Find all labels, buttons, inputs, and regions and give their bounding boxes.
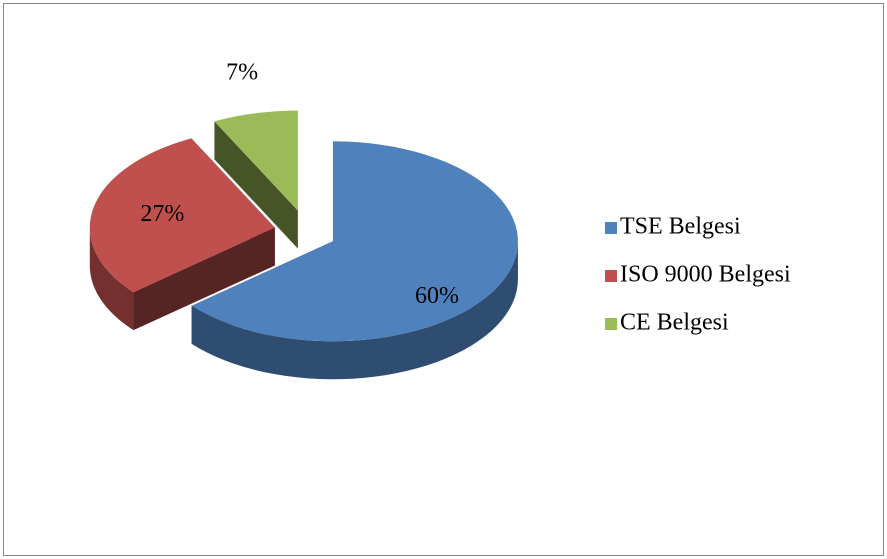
slice-side xyxy=(191,241,518,380)
slice xyxy=(214,110,298,211)
legend-swatch xyxy=(605,318,617,330)
legend-label: CE Belgesi xyxy=(620,310,729,336)
slice-wall xyxy=(133,227,275,331)
data-label: 27% xyxy=(140,201,184,227)
slice xyxy=(191,141,518,342)
slice-wall xyxy=(214,121,298,249)
legend-label: ISO 9000 Belgesi xyxy=(620,262,791,288)
legend-swatch xyxy=(605,270,617,282)
data-label: 7% xyxy=(226,60,258,86)
slice-side xyxy=(89,227,134,331)
legend-swatch xyxy=(605,222,617,234)
legend-label: TSE Belgesi xyxy=(620,214,741,240)
data-label: 60% xyxy=(415,283,459,309)
slice xyxy=(89,138,275,293)
